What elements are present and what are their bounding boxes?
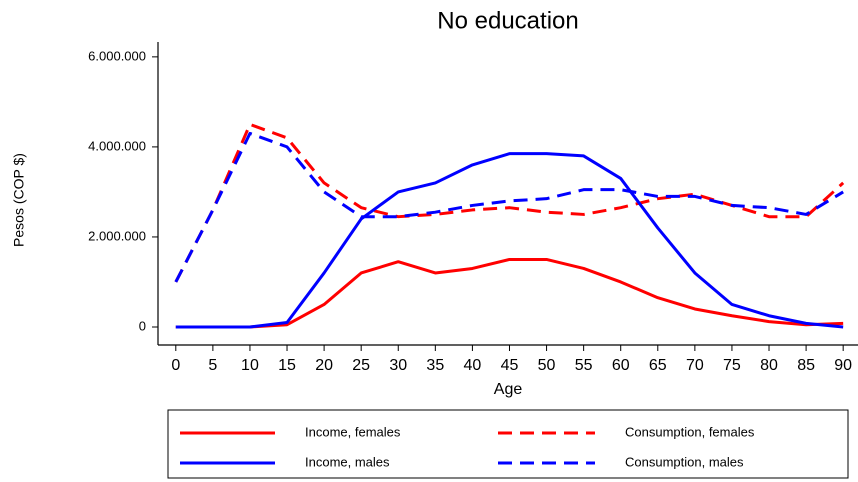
x-tick-label: 15 [278,357,296,374]
x-tick-label: 45 [501,357,519,374]
x-tick-label: 60 [612,357,630,374]
x-tick-label: 30 [389,357,407,374]
y-tick-label: 4.000.000 [88,138,146,153]
series-line [175,152,844,329]
legend-label: Consumption, females [625,424,755,439]
y-tick-label: 6.000.000 [88,48,146,63]
chart-title: No education [437,7,578,34]
plot-area [158,42,858,345]
series-line [174,131,844,283]
series-line [175,257,844,329]
x-tick-label: 20 [315,357,333,374]
legend-label: Consumption, males [625,454,744,469]
x-tick-label: 55 [575,357,593,374]
x-tick-label: 0 [171,357,180,374]
y-tick-label: 0 [139,318,146,333]
legend-label: Income, males [305,454,390,469]
x-tick-label: 10 [241,357,259,374]
x-tick-label: 85 [797,357,815,374]
x-tick-label: 50 [538,357,556,374]
x-tick-label: 35 [426,357,444,374]
x-tick-label: 70 [686,357,704,374]
x-tick-label: 90 [834,357,852,374]
x-tick-label: 25 [352,357,370,374]
x-tick-label: 65 [649,357,667,374]
y-axis-label: Pesos (COP $) [11,153,27,247]
legend-label: Income, females [305,424,401,439]
legend [167,409,849,479]
x-tick-label: 40 [464,357,482,374]
x-axis-label: Age [494,381,523,398]
x-tick-label: 80 [760,357,778,374]
x-tick-label: 75 [723,357,741,374]
x-tick-label: 5 [208,357,217,374]
y-tick-label: 2.000.000 [88,228,146,243]
